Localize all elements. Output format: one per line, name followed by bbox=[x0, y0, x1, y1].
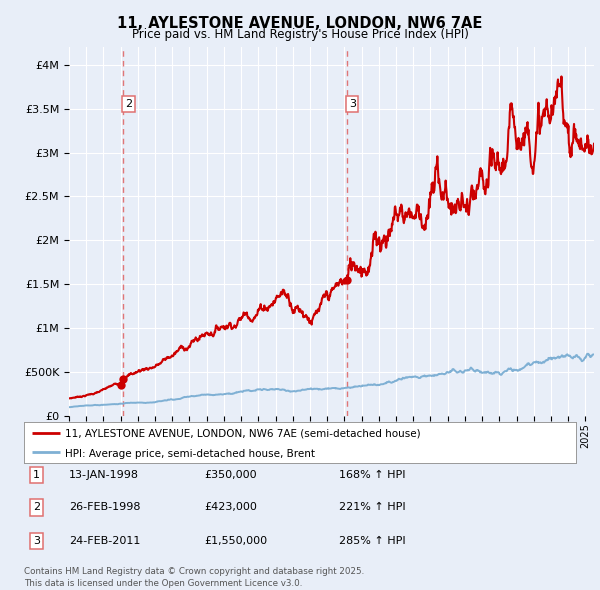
Text: £350,000: £350,000 bbox=[204, 470, 257, 480]
Text: 26-FEB-1998: 26-FEB-1998 bbox=[69, 503, 140, 512]
Text: Price paid vs. HM Land Registry's House Price Index (HPI): Price paid vs. HM Land Registry's House … bbox=[131, 28, 469, 41]
Text: 3: 3 bbox=[349, 99, 356, 109]
Text: 24-FEB-2011: 24-FEB-2011 bbox=[69, 536, 140, 546]
Text: 2: 2 bbox=[33, 503, 40, 512]
Text: 1: 1 bbox=[33, 470, 40, 480]
Text: 168% ↑ HPI: 168% ↑ HPI bbox=[339, 470, 406, 480]
Text: 3: 3 bbox=[33, 536, 40, 546]
Text: 13-JAN-1998: 13-JAN-1998 bbox=[69, 470, 139, 480]
Text: Contains HM Land Registry data © Crown copyright and database right 2025.
This d: Contains HM Land Registry data © Crown c… bbox=[24, 567, 364, 588]
Text: 11, AYLESTONE AVENUE, LONDON, NW6 7AE (semi-detached house): 11, AYLESTONE AVENUE, LONDON, NW6 7AE (s… bbox=[65, 429, 421, 439]
Text: HPI: Average price, semi-detached house, Brent: HPI: Average price, semi-detached house,… bbox=[65, 448, 316, 458]
Text: £423,000: £423,000 bbox=[204, 503, 257, 512]
Text: 285% ↑ HPI: 285% ↑ HPI bbox=[339, 536, 406, 546]
Text: 11, AYLESTONE AVENUE, LONDON, NW6 7AE: 11, AYLESTONE AVENUE, LONDON, NW6 7AE bbox=[118, 16, 482, 31]
Text: 221% ↑ HPI: 221% ↑ HPI bbox=[339, 503, 406, 512]
Text: 2: 2 bbox=[125, 99, 132, 109]
Text: £1,550,000: £1,550,000 bbox=[204, 536, 267, 546]
